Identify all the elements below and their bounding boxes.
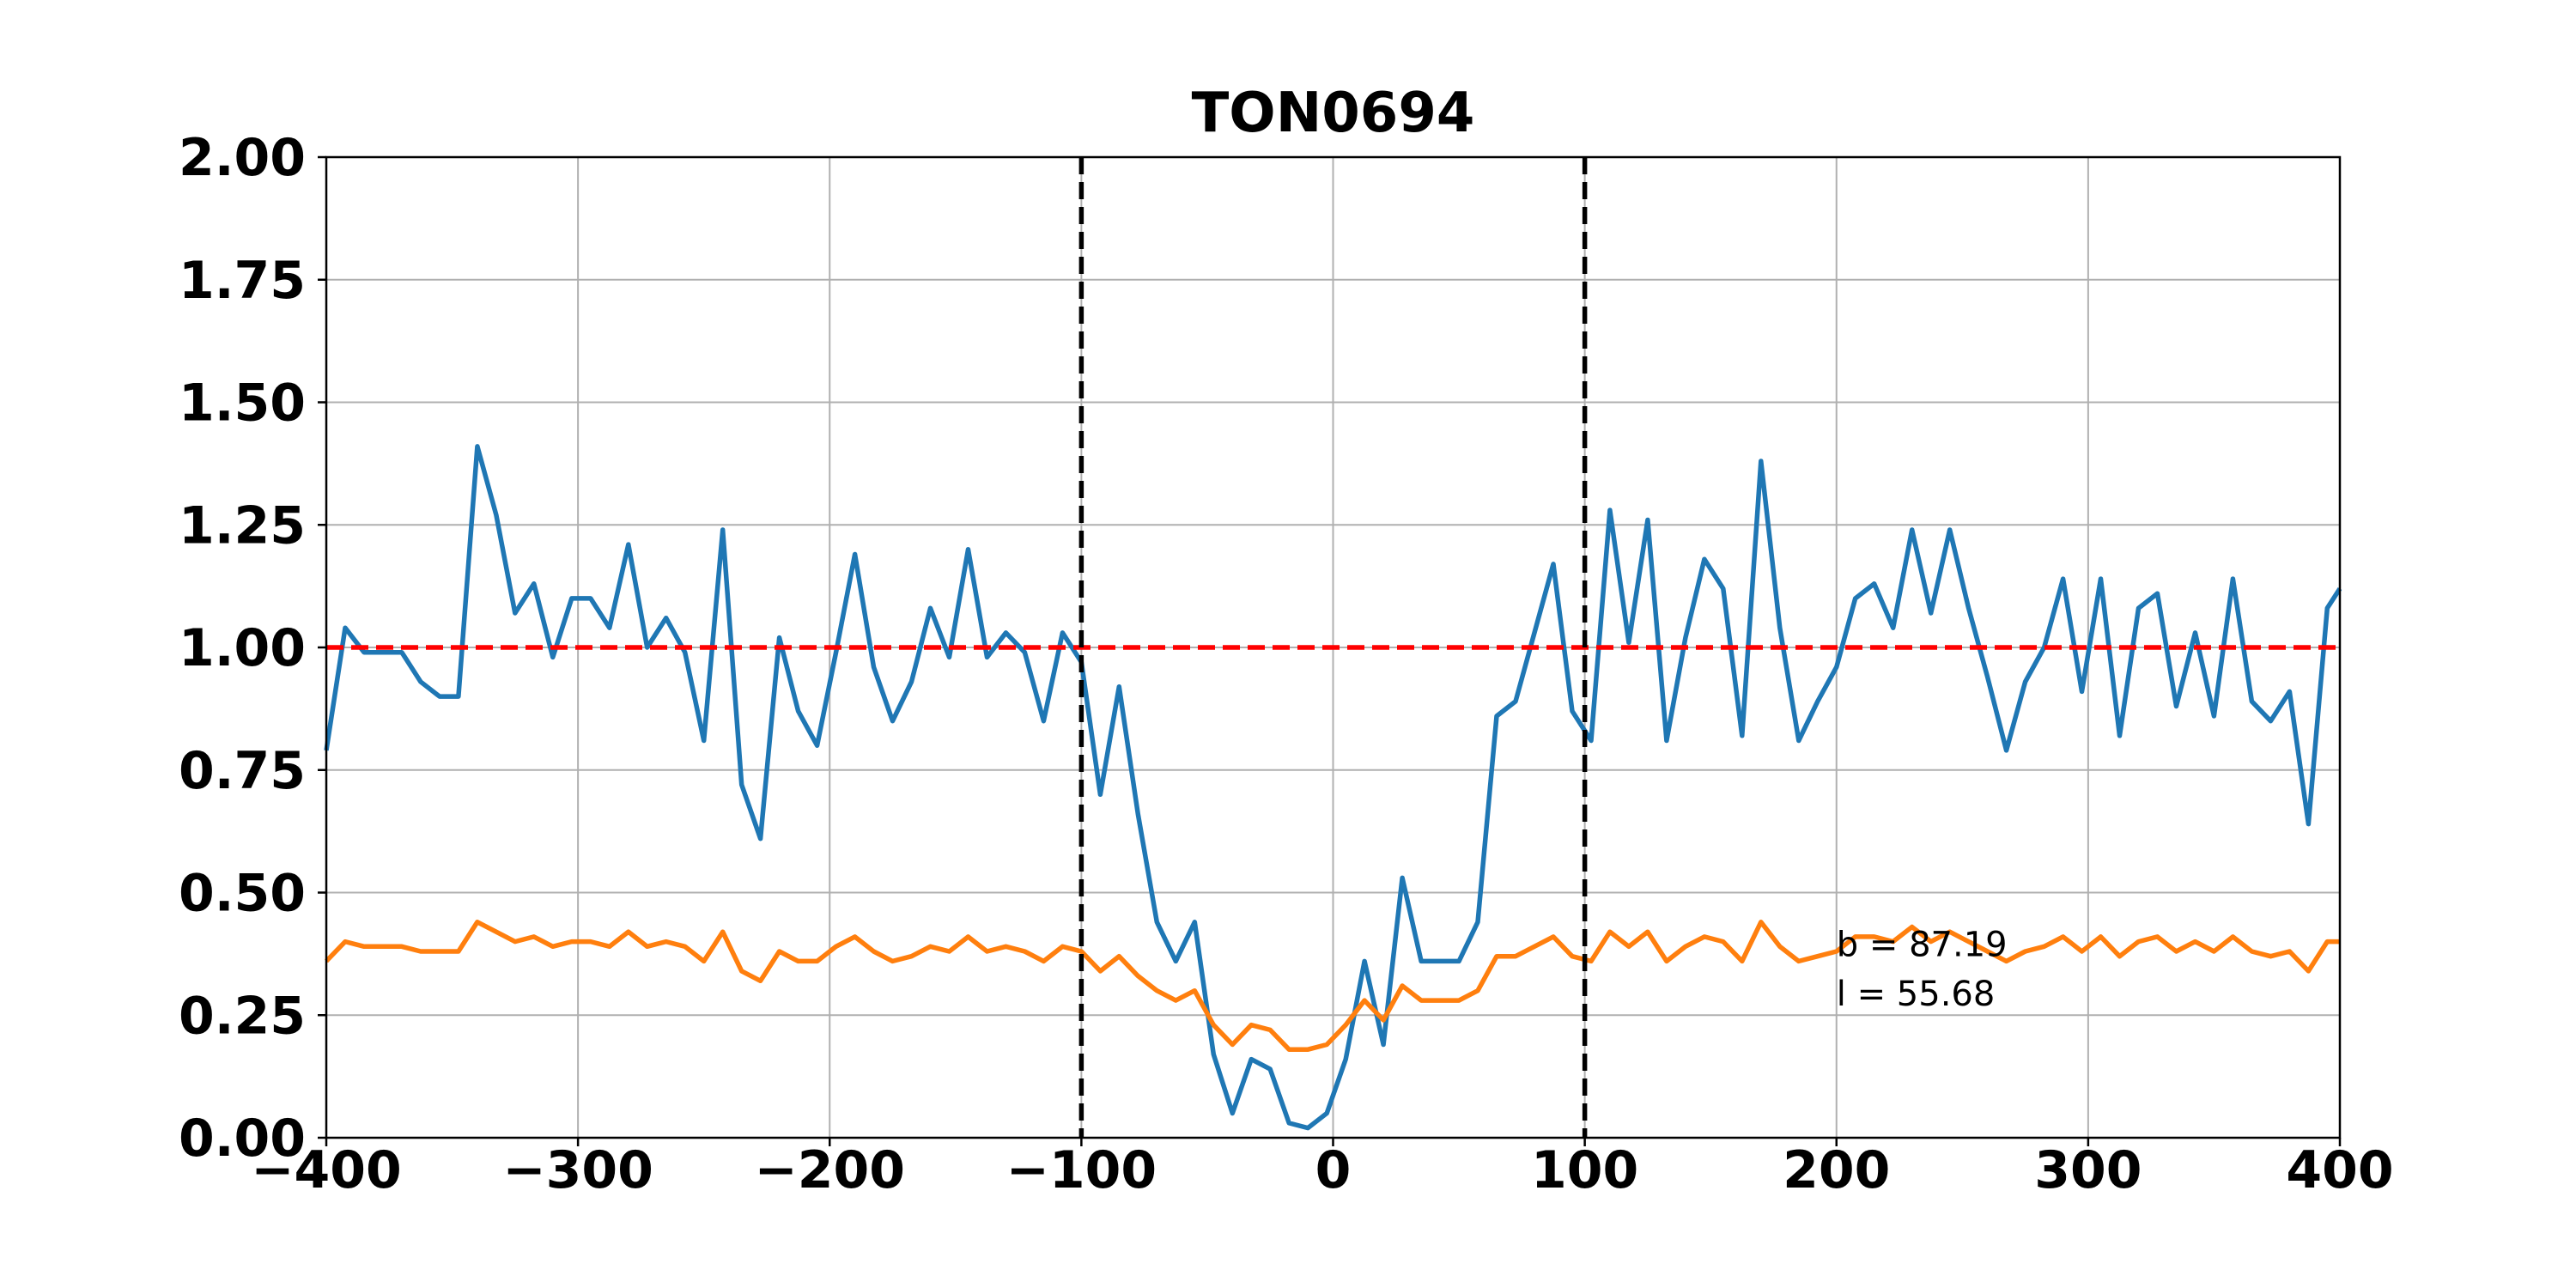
chart-title: TON0694 (1192, 82, 1475, 145)
y-tick-label: 1.75 (179, 251, 306, 311)
annotation-label: b = 87.19 (1837, 926, 2008, 965)
x-tick-label: −100 (1006, 1140, 1157, 1200)
ticks (318, 155, 2342, 1146)
series-line-1 (324, 444, 2342, 1131)
y-tick-label: 0.25 (179, 986, 306, 1046)
annotations: b = 87.19 l = 55.68 (1837, 926, 2008, 1014)
reference-lines (326, 157, 2340, 1138)
x-tick-label: 0 (1315, 1140, 1352, 1200)
y-tick-label: 1.25 (179, 495, 306, 556)
x-tick-label: 400 (2286, 1140, 2393, 1200)
series-line-2 (325, 920, 2340, 1052)
annotation-label: l = 55.68 (1837, 975, 1996, 1014)
x-tick-label: 200 (1783, 1140, 1890, 1200)
x-tick-label: 300 (2034, 1140, 2142, 1200)
y-tick-label: 0.50 (179, 864, 306, 924)
x-tick-label: −400 (251, 1140, 402, 1200)
y-tick-label: 2.00 (179, 128, 306, 188)
y-tick-label: 0.75 (179, 741, 306, 801)
series-layer (324, 444, 2342, 1131)
tick-labels: −400 −300 −200 −100 0 100 200 300 400 0.00 0.25 0.5… (179, 128, 2394, 1200)
y-tick-label: 0.00 (179, 1109, 306, 1169)
x-tick-label: −300 (502, 1140, 653, 1200)
x-tick-label: 100 (1531, 1140, 1638, 1200)
x-tick-label: −200 (754, 1140, 905, 1200)
y-tick-label: 1.50 (179, 374, 306, 434)
y-tick-label: 1.00 (179, 618, 306, 678)
